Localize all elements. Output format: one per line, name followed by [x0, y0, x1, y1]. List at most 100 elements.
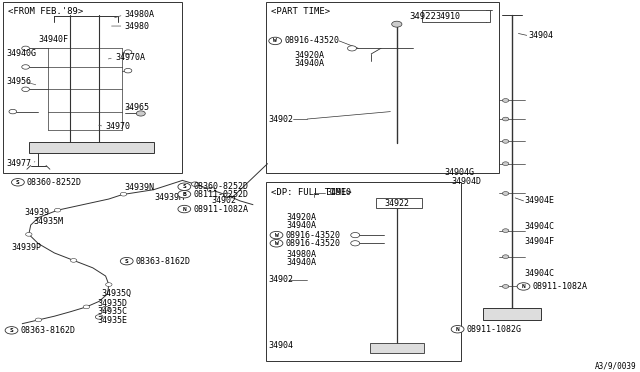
- Circle shape: [9, 109, 17, 114]
- Circle shape: [22, 46, 29, 51]
- Circle shape: [502, 255, 509, 259]
- Circle shape: [502, 99, 509, 102]
- Circle shape: [502, 140, 509, 143]
- Circle shape: [102, 307, 109, 311]
- Text: 34965: 34965: [125, 103, 150, 112]
- Text: 34902: 34902: [269, 275, 294, 284]
- Text: 34910: 34910: [326, 188, 351, 197]
- Text: 34940F: 34940F: [38, 35, 68, 44]
- Text: <PART TIME>: <PART TIME>: [271, 7, 330, 16]
- Circle shape: [124, 50, 132, 54]
- Text: 34904E: 34904E: [525, 196, 555, 205]
- Circle shape: [191, 182, 199, 186]
- Text: 34940A: 34940A: [287, 258, 317, 267]
- Text: 08363-8162D: 08363-8162D: [136, 257, 191, 266]
- Circle shape: [124, 68, 132, 73]
- Text: N: N: [522, 284, 525, 289]
- Text: 08360-8252D: 08360-8252D: [193, 182, 248, 191]
- Text: S: S: [16, 180, 20, 185]
- Text: 34922: 34922: [384, 199, 409, 208]
- Text: W: W: [275, 232, 278, 238]
- Text: 08916-43520: 08916-43520: [285, 231, 340, 240]
- Text: 08363-8162D: 08363-8162D: [20, 326, 76, 335]
- Circle shape: [269, 37, 282, 45]
- Text: 34920A: 34920A: [294, 51, 324, 60]
- Text: A3/9/0039: A3/9/0039: [595, 361, 637, 370]
- Text: 34939P: 34939P: [12, 243, 42, 252]
- Bar: [29, 142, 154, 153]
- Text: 34970: 34970: [106, 122, 131, 131]
- Circle shape: [120, 192, 127, 196]
- Text: 34939: 34939: [24, 208, 49, 217]
- Circle shape: [351, 232, 360, 238]
- Text: 34939N: 34939N: [125, 183, 155, 192]
- Text: 34940A: 34940A: [287, 221, 317, 230]
- Text: 34935Q: 34935Q: [101, 289, 131, 298]
- Bar: [3, 2, 182, 173]
- Circle shape: [54, 208, 61, 212]
- Text: W: W: [275, 241, 278, 246]
- Circle shape: [70, 259, 77, 262]
- Text: 34980: 34980: [125, 22, 150, 31]
- Text: 34902: 34902: [211, 196, 236, 205]
- Text: 34935D: 34935D: [97, 299, 127, 308]
- Circle shape: [83, 305, 90, 309]
- Circle shape: [270, 231, 283, 239]
- Circle shape: [136, 111, 145, 116]
- Text: 34940A: 34940A: [294, 60, 324, 68]
- Text: 34935C: 34935C: [97, 307, 127, 316]
- Text: 34904G: 34904G: [445, 169, 475, 177]
- Circle shape: [351, 241, 360, 246]
- Text: <FROM FEB.'89>: <FROM FEB.'89>: [8, 7, 84, 16]
- Text: 34956: 34956: [6, 77, 31, 86]
- Circle shape: [348, 46, 356, 51]
- Circle shape: [502, 117, 509, 121]
- Bar: [376, 198, 422, 208]
- Circle shape: [178, 190, 191, 198]
- Circle shape: [502, 162, 509, 166]
- Bar: [266, 2, 499, 173]
- Text: 34904: 34904: [528, 31, 553, 40]
- Circle shape: [270, 240, 283, 247]
- Circle shape: [22, 87, 29, 92]
- Text: S: S: [10, 328, 13, 333]
- Text: 34939M: 34939M: [155, 193, 185, 202]
- Text: 34904C: 34904C: [525, 269, 555, 278]
- Text: 08916-43520: 08916-43520: [284, 36, 339, 45]
- Text: 34980A: 34980A: [287, 250, 317, 259]
- Circle shape: [502, 229, 509, 232]
- Text: S: S: [125, 259, 129, 264]
- Text: B: B: [182, 192, 186, 197]
- Text: 34910: 34910: [435, 12, 460, 21]
- Text: 34935M: 34935M: [33, 217, 63, 226]
- Text: 08911-1082A: 08911-1082A: [193, 205, 248, 214]
- Text: W: W: [273, 38, 277, 44]
- Text: 34970A: 34970A: [115, 53, 145, 62]
- Text: 08916-43520: 08916-43520: [285, 239, 340, 248]
- Text: S: S: [182, 184, 186, 189]
- Circle shape: [451, 326, 464, 333]
- Text: 34904: 34904: [269, 341, 294, 350]
- Text: 08111-0252D: 08111-0252D: [193, 190, 248, 199]
- Text: 08911-1082A: 08911-1082A: [532, 282, 588, 291]
- Text: 34902: 34902: [269, 115, 294, 124]
- Bar: [370, 343, 424, 353]
- Bar: [266, 182, 461, 361]
- Text: N: N: [182, 206, 186, 212]
- Circle shape: [502, 285, 509, 288]
- Bar: [483, 308, 541, 320]
- Text: 34920A: 34920A: [287, 213, 317, 222]
- Circle shape: [207, 187, 215, 192]
- Text: 34904F: 34904F: [525, 237, 555, 246]
- Text: 34904C: 34904C: [525, 222, 555, 231]
- Text: 34977: 34977: [6, 159, 31, 168]
- Circle shape: [5, 327, 18, 334]
- Circle shape: [95, 315, 103, 319]
- Circle shape: [178, 205, 191, 213]
- Circle shape: [517, 283, 530, 290]
- Circle shape: [106, 283, 112, 286]
- Circle shape: [223, 193, 231, 198]
- Text: 08911-1082G: 08911-1082G: [467, 325, 522, 334]
- Text: 34904D: 34904D: [451, 177, 481, 186]
- Bar: [422, 10, 490, 22]
